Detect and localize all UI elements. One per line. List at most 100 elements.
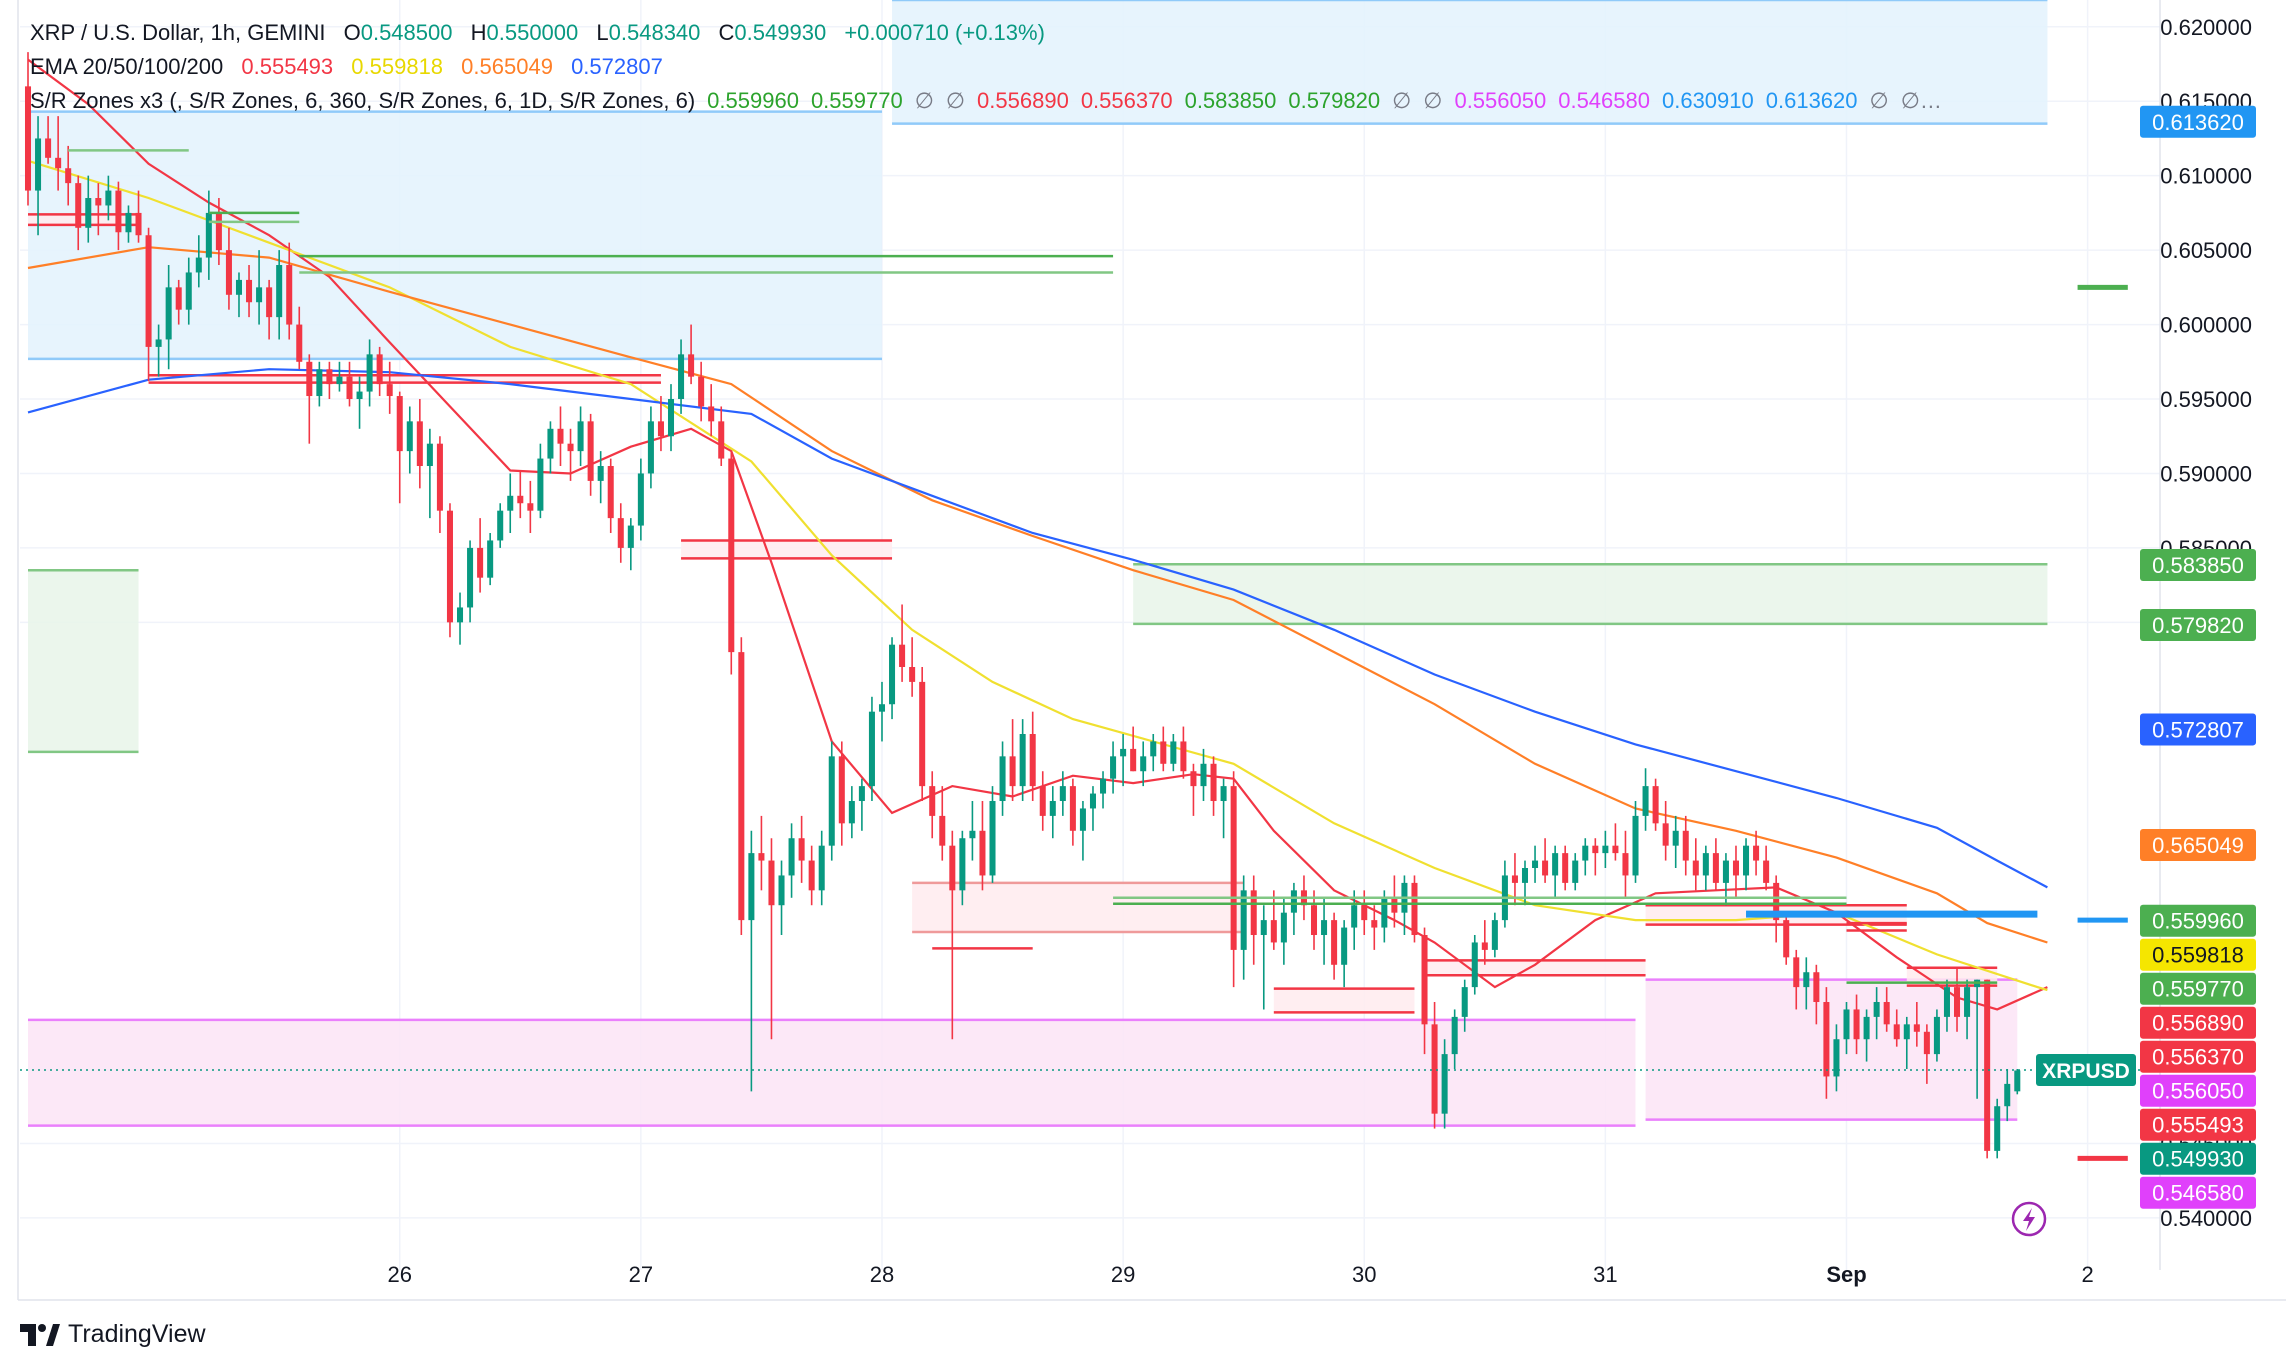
candle-body [1652,786,1659,824]
candle-body [296,324,303,362]
candle-body [185,272,192,310]
candle-body [457,607,464,623]
candle-body [65,168,72,184]
candle-body [1120,748,1127,757]
ema-label[interactable]: EMA 20/50/100/200 [30,54,224,79]
candle-body [1260,920,1267,936]
candle-body [55,157,62,169]
candle-body [1763,860,1770,883]
candle-body [959,838,966,891]
price-label-bg [2140,1006,2256,1039]
candle-body [246,279,253,303]
header-ema: EMA 20/50/100/200 0.555493 0.559818 0.56… [30,50,663,84]
y-tick-label: 0.595000 [2160,387,2252,412]
sr-value: ∅… [1900,88,1942,113]
symbol-tag: XRPUSD [2042,1060,2130,1083]
sr-label[interactable]: S/R Zones x3 (, S/R Zones, 6, 360, S/R Z… [30,88,696,113]
low-label: L [596,20,609,45]
candle-body [105,190,112,206]
candle-body [1160,741,1167,764]
candle-body [356,391,363,400]
x-tick-label: 2 [2081,1262,2093,1287]
candle-body [1773,882,1780,921]
candle-body [1100,778,1107,794]
candle-body [75,183,82,228]
candle-body [798,838,805,861]
x-tick-label: 30 [1352,1262,1376,1287]
candle-body [748,853,755,921]
y-tick-label: 0.600000 [2160,313,2252,338]
candle-body [497,510,504,541]
candle-body [899,644,906,668]
price-label: 0.613620 [2152,110,2244,135]
price-label-bg [2140,972,2256,1005]
candle-body [1511,875,1518,883]
header-sr-zones: S/R Zones x3 (, S/R Zones, 6, 360, S/R Z… [30,84,1954,118]
low-value: 0.548340 [608,20,701,45]
candle-body [1421,935,1428,1025]
candle-body [557,428,564,444]
candle-body [1662,823,1669,846]
candle-body [1702,853,1709,876]
candle-body [688,354,695,377]
price-label: 0.556050 [2152,1079,2244,1104]
candle-body [1562,853,1569,883]
candle-body [477,547,484,578]
candle-body [1009,756,1016,787]
close-label: C [718,20,735,45]
candle-body [45,138,52,158]
candle-body [878,704,886,712]
candle-body [577,421,584,452]
price-label: 0.556370 [2152,1045,2244,1070]
high-value: 0.550000 [486,20,579,45]
candle-body [537,458,544,511]
candle-body [1200,763,1207,787]
lightning-icon[interactable] [2011,1201,2047,1237]
open-label: O [343,20,361,45]
candle-body [1572,860,1579,883]
sr-zone [28,1019,1636,1126]
candle-body [567,443,574,452]
candle-body [467,547,474,608]
candle-body [366,354,373,392]
candle-body [939,815,946,846]
candle-body [316,369,323,397]
candle-body [35,138,42,191]
candle-body [1732,860,1739,876]
candle-body [1933,1016,1940,1055]
open-value: 0.548500 [360,20,453,45]
sr-zone [28,214,139,225]
candle-body [999,756,1006,802]
symbol-title[interactable]: XRP / U.S. Dollar, 1h, GEMINI [30,20,326,45]
candle-body [708,406,715,422]
candle-body [969,830,976,839]
tradingview-brand[interactable]: TradingView [20,1320,206,1349]
candle-body [728,458,735,653]
candle-body [1954,987,1961,1017]
candle-body [286,265,293,325]
ema200-value: 0.572807 [571,54,663,79]
candle-body [1069,786,1076,831]
candle-body [115,190,122,233]
tradingview-logo-icon [20,1323,60,1346]
candle-body [266,287,273,318]
candle-body [909,667,916,682]
candle-body [256,287,263,303]
candle-body [778,875,785,906]
candle-body [1863,1016,1870,1040]
price-label-bg [2140,549,2256,582]
candle-body [205,212,212,258]
price-label-bg [2140,609,2256,642]
candle-body [1612,845,1619,854]
candle-body [1672,830,1679,846]
price-label-bg [2140,938,2256,971]
candle-body [1602,845,1609,854]
sr-value: 0.559770 [810,88,903,113]
candle-body [1039,786,1046,816]
candle-body [1411,882,1418,936]
candle-body [1351,905,1358,928]
candle-body [657,421,664,437]
candle-body [1692,860,1699,876]
candle-body [1803,972,1810,988]
